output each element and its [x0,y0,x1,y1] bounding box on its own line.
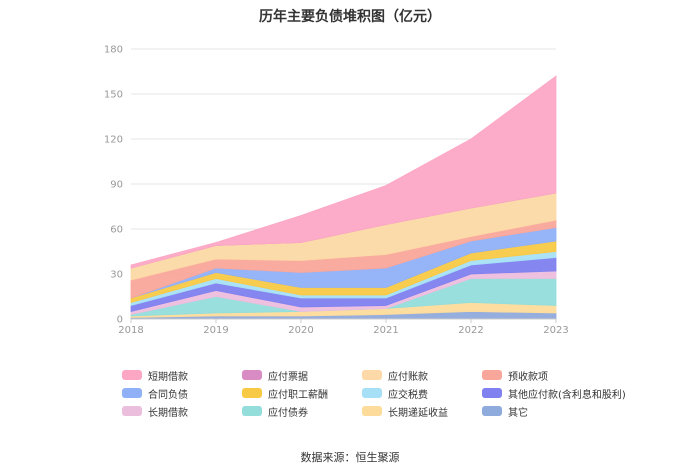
x-tick-label: 2021 [373,325,398,336]
x-tick-label: 2023 [543,325,568,336]
legend-label: 应付账款 [388,371,428,383]
legend-swatch [242,406,262,416]
legend-item[interactable]: 短期借款 [122,368,242,383]
y-tick-label: 60 [110,225,123,236]
legend-label: 预收款项 [508,371,548,383]
legend-item[interactable]: 长期借款 [122,404,242,419]
y-tick-label: 30 [110,270,123,281]
legend-item[interactable]: 应交税费 [362,386,482,401]
legend-item[interactable]: 长期递延收益 [362,404,482,419]
legend-label: 应付票据 [268,371,308,383]
legend-swatch [362,370,382,380]
x-tick-label: 2018 [118,325,143,336]
y-tick-label: 120 [104,135,123,146]
chart-title: 历年主要负债堆积图（亿元） [259,9,441,25]
legend-label: 应交税费 [388,389,428,401]
legend-swatch [242,370,262,380]
legend-swatch [482,388,502,398]
legend-item[interactable]: 应付债券 [242,404,362,419]
legend-item[interactable]: 合同负债 [122,386,242,401]
y-tick-label: 0 [117,315,123,326]
legend-swatch [362,406,382,416]
area-series [130,75,557,320]
data-source: 数据来源：恒生聚源 [300,451,400,464]
area-series-11 [130,75,557,269]
axes: 0 30 60 90 120 150 180 2018 2019 2020 2021 2022 2023 [104,45,569,337]
legend-swatch [362,388,382,398]
legend-item[interactable]: 应付账款 [362,368,482,383]
legend-label: 应付债券 [268,407,308,419]
legend-swatch [122,388,142,398]
legend-label: 应付职工薪酬 [268,389,328,401]
legend: 短期借款 应付票据 应付账款 预收款项合同负债 应付职工薪酬 应交税费 其他应付款(含利息和… [122,368,626,419]
y-tick-label: 180 [104,45,123,56]
y-tick-label: 150 [104,90,123,101]
legend-swatch [122,370,142,380]
y-tick-label: 90 [110,180,123,191]
x-tick-label: 2020 [288,325,313,336]
legend-label: 长期借款 [148,407,188,419]
legend-swatch [122,406,142,416]
legend-label: 其它 [508,407,528,419]
legend-item[interactable]: 其它 [482,404,602,419]
legend-label: 其他应付款(含利息和股利) [508,389,626,401]
legend-item[interactable]: 应付票据 [242,368,362,383]
legend-item[interactable]: 应付职工薪酬 [242,386,362,401]
legend-swatch [242,388,262,398]
x-tick-label: 2022 [458,325,483,336]
legend-swatch [482,370,502,380]
legend-swatch [482,406,502,416]
legend-item[interactable]: 预收款项 [482,368,602,383]
x-tick-label: 2019 [203,325,228,336]
legend-label: 短期借款 [148,371,188,383]
legend-label: 合同负债 [148,389,188,401]
legend-label: 长期递延收益 [388,407,448,419]
legend-item[interactable]: 其他应付款(含利息和股利) [482,386,626,401]
